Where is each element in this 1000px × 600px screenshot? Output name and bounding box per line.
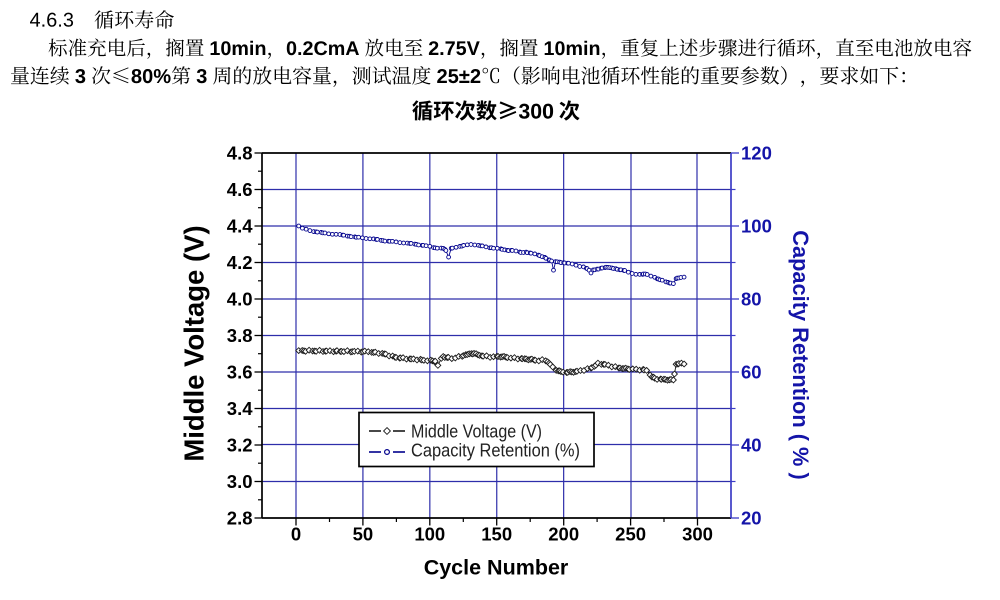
- svg-text:40: 40: [741, 434, 762, 455]
- svg-text:3.4: 3.4: [227, 398, 253, 419]
- svg-text:4.6: 4.6: [227, 179, 253, 200]
- svg-text:2.8: 2.8: [227, 507, 253, 528]
- svg-text:4.2: 4.2: [227, 252, 253, 273]
- svg-text:50: 50: [353, 524, 374, 545]
- svg-text:Capacity Retention ( % ): Capacity Retention ( % ): [788, 230, 813, 479]
- svg-text:3.2: 3.2: [227, 434, 253, 455]
- svg-text:4.4: 4.4: [227, 215, 253, 236]
- svg-text:60: 60: [741, 361, 762, 382]
- svg-text:300: 300: [682, 524, 713, 545]
- svg-text:0: 0: [291, 524, 301, 545]
- svg-text:3.8: 3.8: [227, 325, 253, 346]
- svg-text:120: 120: [741, 142, 772, 163]
- svg-text:80: 80: [741, 288, 762, 309]
- svg-text:4.0: 4.0: [227, 288, 253, 309]
- svg-text:100: 100: [414, 524, 445, 545]
- svg-text:4.8: 4.8: [227, 142, 253, 163]
- svg-text:Middle Voltage (V): Middle Voltage (V): [411, 421, 542, 442]
- svg-text:200: 200: [548, 524, 579, 545]
- svg-text:Capacity Retention (%): Capacity Retention (%): [411, 440, 580, 461]
- svg-text:Cycle Number: Cycle Number: [424, 556, 569, 580]
- svg-text:150: 150: [481, 524, 512, 545]
- svg-text:250: 250: [615, 524, 646, 545]
- svg-text:3.0: 3.0: [227, 471, 253, 492]
- svg-text:100: 100: [741, 215, 772, 236]
- svg-text:3.6: 3.6: [227, 361, 253, 382]
- svg-text:20: 20: [741, 507, 762, 528]
- svg-text:Middle Voltage (V): Middle Voltage (V): [179, 225, 210, 461]
